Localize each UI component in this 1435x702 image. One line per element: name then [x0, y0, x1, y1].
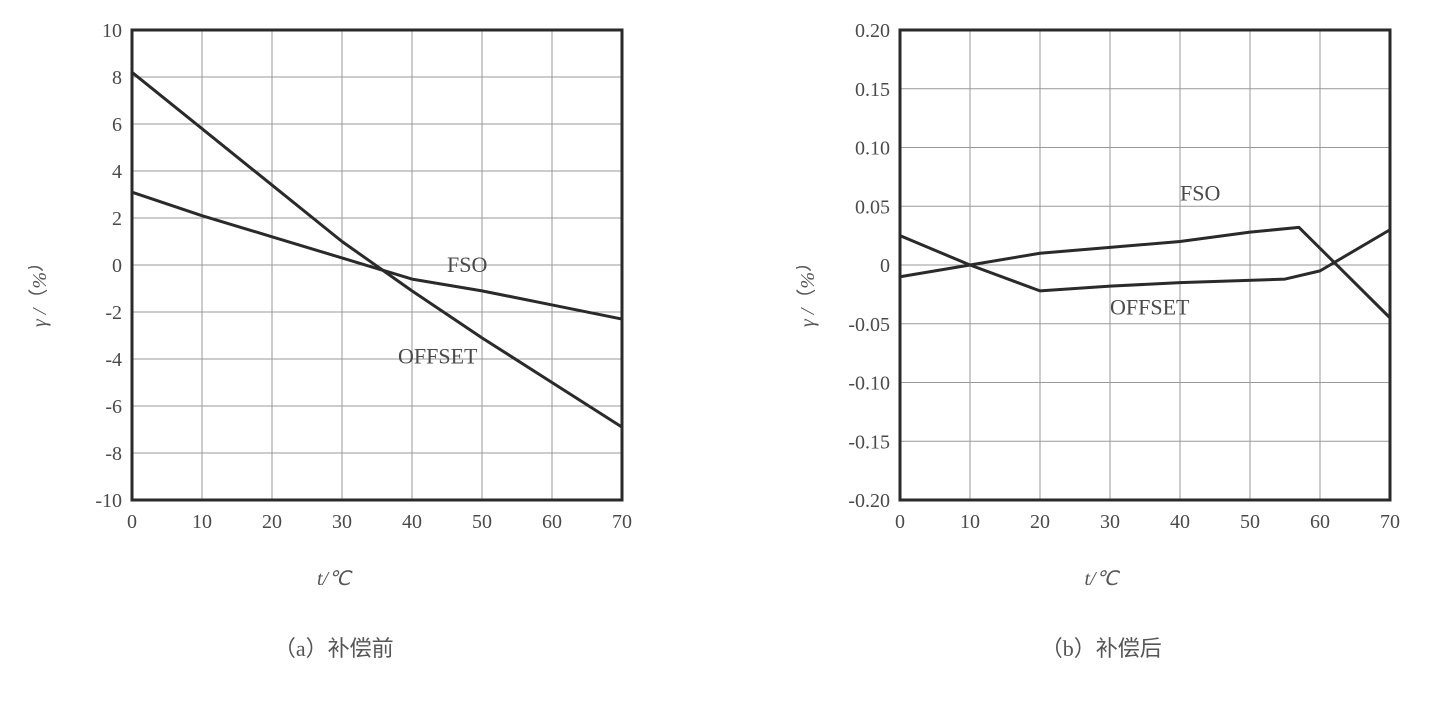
svg-text:-10: -10	[96, 490, 123, 512]
panel-b-svg: 0 10 20 30 40 50 60 70 -0.20 -0.15 -0.10 -0.05 0 0.05…	[830, 20, 1410, 560]
panel-a: γ /（%） 0 10 20 30 40 50 60 70 -10 -8 -6 -4 -2 0 2 4 6 8 10…	[20, 20, 648, 663]
panel-b-xlabel: t/℃	[1084, 566, 1118, 591]
svg-text:60: 60	[542, 511, 562, 533]
svg-text:40: 40	[402, 511, 422, 533]
svg-text:0: 0	[880, 255, 890, 277]
svg-text:30: 30	[332, 511, 352, 533]
svg-text:10: 10	[960, 511, 980, 533]
svg-text:-2: -2	[106, 302, 123, 324]
svg-text:8: 8	[112, 67, 122, 89]
svg-text:FSO: FSO	[1180, 180, 1220, 205]
svg-text:OFFSET: OFFSET	[398, 344, 478, 369]
svg-text:-0.15: -0.15	[848, 431, 890, 453]
panel-a-caption: （a）补偿前	[274, 631, 394, 663]
svg-text:2: 2	[112, 208, 122, 230]
svg-text:20: 20	[1030, 511, 1050, 533]
chart-container: γ /（%） 0 10 20 30 40 50 60 70 -10 -8 -6 -4 -2 0 2 4 6 8 10…	[20, 20, 1415, 663]
svg-text:0: 0	[112, 255, 122, 277]
svg-text:6: 6	[112, 114, 122, 136]
svg-text:0: 0	[895, 511, 905, 533]
svg-text:0.10: 0.10	[855, 138, 890, 160]
svg-text:0: 0	[127, 511, 137, 533]
svg-text:70: 70	[1380, 511, 1400, 533]
panel-a-ylabel: γ /（%）	[25, 252, 54, 327]
panel-b-chart-wrap: γ /（%） 0 10 20 30 40 50 60 70 -0.20 -0.15 -0.10 -0.…	[793, 20, 1410, 560]
panel-a-svg: 0 10 20 30 40 50 60 70 -10 -8 -6 -4 -2 0 2 4 6 8 10 FSO OFFS…	[62, 20, 642, 560]
panel-a-chart-wrap: γ /（%） 0 10 20 30 40 50 60 70 -10 -8 -6 -4 -2 0 2 4 6 8 10…	[25, 20, 642, 560]
panel-a-xlabel: t/℃	[317, 566, 351, 591]
svg-text:10: 10	[102, 20, 122, 42]
svg-text:4: 4	[112, 161, 122, 183]
svg-text:-4: -4	[106, 349, 123, 371]
svg-text:-0.20: -0.20	[848, 490, 890, 512]
svg-text:50: 50	[1240, 511, 1260, 533]
panel-b: γ /（%） 0 10 20 30 40 50 60 70 -0.20 -0.15 -0.10 -0.…	[788, 20, 1416, 663]
svg-text:40: 40	[1170, 511, 1190, 533]
svg-text:70: 70	[612, 511, 632, 533]
panel-b-ylabel: γ /（%）	[793, 252, 822, 327]
svg-text:FSO: FSO	[447, 252, 487, 277]
svg-text:-0.05: -0.05	[848, 314, 890, 336]
svg-text:30: 30	[1100, 511, 1120, 533]
svg-text:OFFSET: OFFSET	[1110, 294, 1190, 319]
svg-text:0.20: 0.20	[855, 20, 890, 42]
svg-text:-6: -6	[106, 396, 123, 418]
svg-text:0.05: 0.05	[855, 196, 890, 218]
svg-text:10: 10	[192, 511, 212, 533]
svg-text:20: 20	[262, 511, 282, 533]
svg-text:50: 50	[472, 511, 492, 533]
svg-text:60: 60	[1310, 511, 1330, 533]
panel-b-caption: （b）补偿后	[1041, 631, 1162, 663]
svg-text:0.15: 0.15	[855, 79, 890, 101]
svg-text:-8: -8	[106, 443, 123, 465]
svg-text:-0.10: -0.10	[848, 373, 890, 395]
